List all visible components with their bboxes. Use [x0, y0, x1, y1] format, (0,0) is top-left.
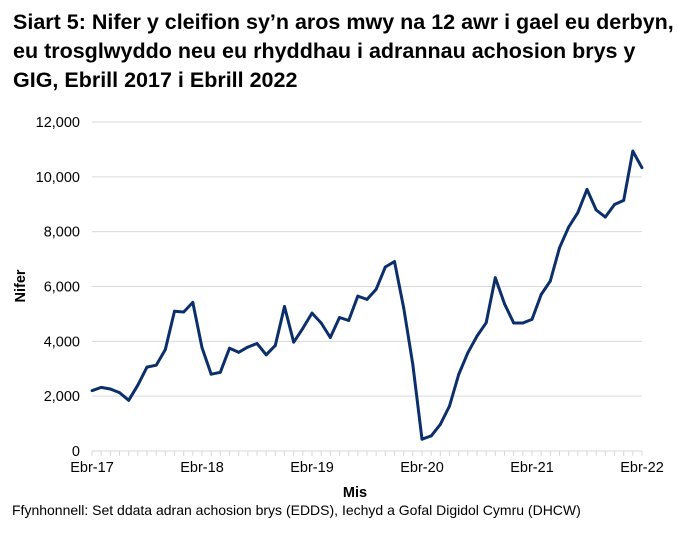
data-point — [347, 319, 351, 322]
data-point — [191, 301, 195, 304]
data-point — [145, 365, 149, 369]
y-tick-label: 4,000 — [44, 334, 80, 350]
data-point — [603, 215, 607, 219]
data-point — [246, 345, 250, 349]
data-point — [218, 370, 222, 374]
data-point — [182, 310, 186, 314]
data-point — [594, 208, 598, 212]
data-point — [548, 279, 552, 283]
data-point — [622, 199, 626, 202]
data-point — [356, 294, 360, 298]
data-point — [429, 434, 433, 438]
y-tick-label: 8,000 — [44, 225, 80, 241]
data-point — [365, 297, 369, 301]
data-point — [310, 311, 314, 315]
data-point — [200, 346, 204, 350]
data-point — [558, 246, 561, 250]
data-point — [301, 327, 305, 330]
x-tick-label: Ebr-22 — [620, 460, 664, 476]
data-point — [255, 342, 259, 345]
data-point — [493, 276, 497, 280]
data-point — [108, 387, 112, 391]
data-point — [163, 348, 167, 351]
data-point — [136, 383, 140, 387]
data-point — [613, 203, 616, 206]
data-point — [393, 260, 396, 263]
data-point — [328, 336, 332, 339]
data-point — [173, 309, 176, 313]
data-point — [576, 211, 580, 215]
y-tick-label: 0 — [72, 444, 80, 460]
data-point — [411, 362, 415, 366]
data-point — [99, 385, 103, 389]
x-tick-label: Ebr-18 — [180, 460, 224, 476]
data-point — [503, 302, 506, 306]
data-point — [383, 265, 387, 269]
data-point — [640, 166, 644, 170]
y-tick-label: 12,000 — [36, 115, 80, 131]
data-point — [338, 316, 341, 319]
data-point — [228, 346, 231, 350]
x-tick-label: Ebr-20 — [400, 460, 444, 476]
data-point — [457, 373, 461, 376]
data-point — [90, 389, 94, 393]
data-point — [319, 321, 323, 325]
data-point — [209, 372, 213, 376]
data-point — [512, 321, 516, 325]
data-point — [237, 350, 241, 354]
x-tick-label: Ebr-21 — [510, 460, 554, 476]
data-point — [530, 318, 534, 321]
y-axis-title: Nifer — [13, 269, 29, 302]
chart-title: Siart 5: Nifer y cleifion sy’n aros mwy … — [13, 10, 674, 92]
data-point — [283, 305, 286, 308]
data-point — [127, 398, 131, 402]
data-point — [273, 344, 277, 347]
y-tick-label: 10,000 — [36, 170, 80, 186]
data-point — [466, 351, 470, 355]
data-point — [438, 423, 442, 426]
data-point — [292, 340, 296, 344]
data-point — [567, 225, 571, 229]
data-point — [585, 188, 589, 191]
y-tick-label: 2,000 — [44, 389, 80, 405]
data-point — [448, 404, 451, 408]
data-point — [118, 391, 121, 395]
data-point — [154, 363, 158, 367]
x-tick-label: Ebr-19 — [290, 460, 334, 476]
y-tick-label: 6,000 — [44, 280, 80, 296]
data-point — [475, 334, 479, 338]
data-point — [484, 321, 488, 325]
x-axis-title: Mis — [343, 485, 367, 501]
data-point — [374, 287, 378, 291]
source-note: Ffynhonnell: Set ddata adran achosion br… — [12, 502, 581, 518]
data-point — [631, 149, 635, 153]
data-point — [264, 353, 268, 357]
data-point — [402, 306, 406, 310]
data-point — [420, 437, 424, 441]
data-point — [539, 293, 543, 296]
data-point — [521, 321, 525, 325]
x-tick-label: Ebr-17 — [70, 460, 114, 476]
